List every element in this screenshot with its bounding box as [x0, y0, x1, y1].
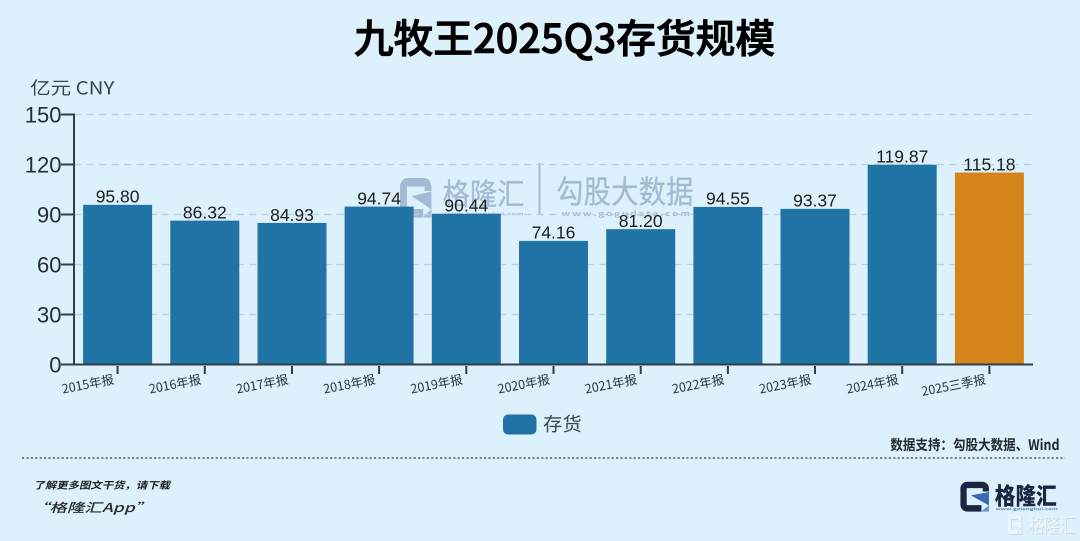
svg-text:95.80: 95.80	[96, 187, 140, 207]
svg-text:93.37: 93.37	[793, 191, 837, 211]
svg-text:81.20: 81.20	[619, 211, 663, 231]
svg-text:84.93: 84.93	[270, 205, 314, 225]
svg-text:115.18: 115.18	[963, 154, 1015, 174]
svg-text:150: 150	[25, 102, 62, 127]
svg-text:30: 30	[37, 302, 61, 327]
svg-text:86.32: 86.32	[183, 202, 227, 222]
svg-text:119.87: 119.87	[876, 147, 928, 167]
svg-text:90: 90	[37, 202, 61, 227]
svg-text:94.55: 94.55	[706, 189, 750, 209]
svg-text:74.16: 74.16	[532, 223, 576, 243]
svg-text:120: 120	[25, 152, 62, 177]
svg-text:0: 0	[49, 352, 61, 377]
svg-text:90.44: 90.44	[444, 196, 488, 216]
svg-text:94.74: 94.74	[357, 188, 401, 208]
svg-text:60: 60	[37, 252, 61, 277]
